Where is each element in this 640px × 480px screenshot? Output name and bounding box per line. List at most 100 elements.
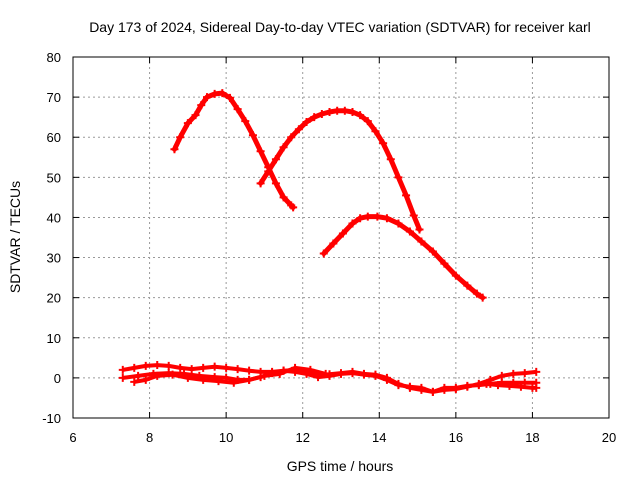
y-tick-label: 20 [47, 291, 61, 306]
data-point [532, 367, 541, 376]
data-point [516, 382, 525, 391]
data-point [359, 370, 368, 379]
data-point [289, 203, 298, 212]
data-point [405, 382, 414, 391]
data-point [319, 249, 328, 258]
data-point [176, 133, 185, 142]
data-point [264, 167, 273, 176]
data-point [482, 379, 491, 388]
data-point [340, 106, 349, 115]
data-point [363, 117, 372, 126]
data-point [348, 219, 357, 228]
y-tick-label: 60 [47, 130, 61, 145]
y-tick-label: 10 [47, 331, 61, 346]
data-point [294, 125, 303, 134]
data-point [271, 155, 280, 164]
data-point [363, 212, 372, 221]
data-point [233, 365, 242, 374]
data-point [153, 371, 162, 380]
data-point [333, 106, 342, 115]
y-tick-label: 80 [47, 50, 61, 65]
data-point [168, 370, 177, 379]
data-point [356, 214, 365, 223]
x-tick-label: 6 [69, 430, 76, 445]
data-point [245, 375, 254, 384]
data-point [233, 105, 242, 114]
data-point [275, 369, 284, 378]
chart-title: Day 173 of 2024, Sidereal Day-to-day VTE… [89, 19, 591, 35]
data-point [338, 229, 347, 238]
y-tick-label: 50 [47, 170, 61, 185]
x-axis-label: GPS time / hours [287, 458, 394, 474]
data-point [463, 281, 472, 290]
y-tick-label: 40 [47, 210, 61, 225]
data-point [428, 387, 437, 396]
y-tick-label: 0 [54, 371, 61, 386]
data-point [348, 369, 357, 378]
data-point [287, 133, 296, 142]
data-point [118, 365, 127, 374]
data-point [356, 111, 365, 120]
data-point [325, 107, 334, 116]
data-point [260, 371, 269, 380]
data-point [417, 237, 426, 246]
data-point [164, 361, 173, 370]
data-point [440, 259, 449, 268]
data-point [256, 147, 265, 156]
data-point [199, 375, 208, 384]
data-point [183, 373, 192, 382]
data-point [379, 139, 388, 148]
y-tick-label: 70 [47, 90, 61, 105]
data-point [141, 375, 150, 384]
data-point [141, 361, 150, 370]
data-point [493, 381, 502, 390]
data-point [415, 225, 424, 234]
data-point [382, 214, 391, 223]
grid-lines [73, 57, 609, 418]
data-point [440, 383, 449, 392]
data-point [118, 373, 127, 382]
x-tick-label: 8 [146, 430, 153, 445]
data-point [474, 381, 483, 390]
y-axis-label: SDTVAR / TECUs [7, 181, 23, 293]
data-point [176, 363, 185, 372]
data-point [170, 145, 179, 154]
data-point [245, 366, 254, 375]
series-arc-1 [172, 90, 296, 210]
data-point [210, 89, 219, 98]
data-point [199, 363, 208, 372]
data-point [382, 375, 391, 384]
data-point [310, 113, 319, 122]
data-point [373, 212, 382, 221]
data-point [317, 109, 326, 118]
data-point [306, 365, 315, 374]
data-point [271, 179, 280, 188]
data-point [321, 369, 330, 378]
data-point [256, 179, 265, 188]
data-point [386, 155, 395, 164]
data-point [472, 289, 481, 298]
data-point [248, 131, 257, 140]
data-point [302, 117, 311, 126]
data-point [463, 381, 472, 390]
y-tick-label: -10 [42, 411, 61, 426]
data-point [191, 111, 200, 120]
data-point [130, 377, 139, 386]
x-tick-label: 18 [525, 430, 539, 445]
data-point [532, 383, 541, 392]
data-point [214, 377, 223, 386]
data-point [218, 89, 227, 98]
data-point [279, 143, 288, 152]
data-point [279, 193, 288, 202]
data-point [509, 369, 518, 378]
x-tick-label: 10 [219, 430, 233, 445]
data-point [478, 293, 487, 302]
data-point [314, 373, 323, 382]
data-point [402, 191, 411, 200]
data-point [203, 93, 211, 102]
x-tick-label: 20 [602, 430, 616, 445]
data-series [118, 89, 541, 396]
data-point [225, 93, 234, 102]
data-point [241, 117, 250, 126]
